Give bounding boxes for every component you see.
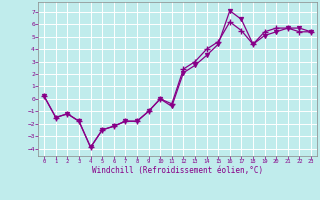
X-axis label: Windchill (Refroidissement éolien,°C): Windchill (Refroidissement éolien,°C): [92, 166, 263, 175]
